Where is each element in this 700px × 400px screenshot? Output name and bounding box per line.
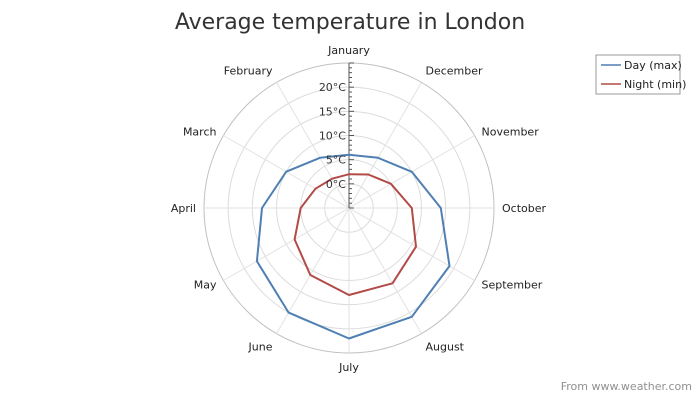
category-label: April	[171, 202, 196, 215]
radial-tick-label: 5°C	[326, 154, 346, 167]
category-label: March	[183, 126, 217, 139]
legend-label-night: Night (min)	[624, 78, 686, 91]
radial-axis	[348, 62, 354, 209]
spoke	[223, 207, 350, 281]
category-label: February	[224, 64, 273, 77]
chart-title: Average temperature in London	[175, 10, 525, 35]
spoke	[348, 207, 422, 334]
legend-label-day: Day (max)	[624, 59, 682, 72]
spoke	[348, 207, 475, 281]
category-label: July	[338, 361, 359, 374]
radial-tick-labels: 0°C 5°C 10°C 15°C 20°C	[319, 81, 346, 191]
series-group	[255, 153, 451, 340]
radial-tick-label: 15°C	[319, 105, 346, 118]
category-label: September	[482, 279, 543, 292]
category-label: August	[426, 341, 465, 354]
category-labels: January February March April May June July Augu…	[171, 44, 547, 374]
category-label: May	[194, 279, 217, 292]
radial-tick-label: 20°C	[319, 81, 346, 94]
spoke	[276, 207, 350, 334]
category-label: December	[426, 64, 484, 77]
spoke	[276, 82, 350, 209]
source-credit: From www.weather.com	[561, 380, 692, 393]
series-line-night	[293, 173, 417, 296]
category-label: November	[482, 126, 540, 139]
category-label: January	[327, 44, 370, 57]
category-label: October	[502, 202, 546, 215]
radial-tick-label: 10°C	[319, 130, 346, 143]
legend-box	[595, 54, 681, 95]
spoke	[348, 82, 422, 209]
legend: Day (max) Night (min)	[595, 54, 686, 95]
category-label: June	[248, 341, 273, 354]
radial-tick-label: 0°C	[326, 178, 346, 191]
